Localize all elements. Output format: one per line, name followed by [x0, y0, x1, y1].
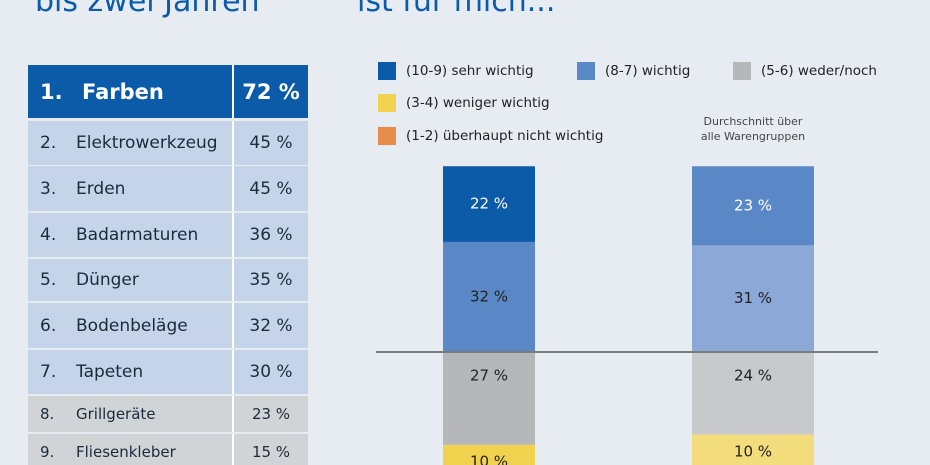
table-row	[28, 303, 308, 348]
value-label: 23 %	[734, 196, 772, 214]
table-row	[28, 166, 308, 211]
share: 45 %	[249, 133, 293, 153]
legend-swatch	[577, 62, 595, 80]
value-label: 31 %	[734, 289, 772, 307]
heading: bis zwei Jahren	[35, 0, 260, 19]
value-label: 27 %	[470, 367, 508, 385]
legend-label: (10-9) sehr wichtig	[406, 63, 534, 79]
share: 35 %	[249, 270, 293, 290]
item-name: Farben	[82, 79, 164, 104]
rank: 6.	[40, 315, 57, 336]
rank: 8.	[40, 405, 55, 423]
share: 45 %	[249, 178, 293, 199]
share: 15 %	[251, 443, 291, 461]
legend-label: (3-4) weniger wichtig	[406, 95, 550, 111]
rank: 5.	[40, 270, 57, 290]
legend-label: (8-7) wichtig	[605, 63, 690, 79]
rank: 9.	[40, 443, 55, 461]
share: 72 %	[242, 79, 300, 104]
bar-segment	[692, 352, 814, 435]
table-row	[28, 350, 308, 394]
column-divider	[232, 434, 234, 465]
rank: 3.	[40, 178, 57, 199]
column-divider	[232, 303, 234, 348]
bar-segment	[443, 166, 535, 242]
value-label: 10 %	[470, 453, 508, 465]
legend-swatch	[733, 62, 751, 80]
value-label: 24 %	[734, 367, 772, 385]
bar-segment	[692, 434, 814, 465]
value-label: 22 %	[470, 195, 508, 213]
column-divider	[232, 396, 234, 432]
share: 30 %	[249, 362, 293, 382]
share: 32 %	[249, 315, 293, 336]
share: 23 %	[251, 405, 291, 423]
legend-label: (1-2) überhaupt nicht wichtig	[406, 128, 603, 144]
item-name: Dünger	[76, 270, 139, 290]
heading: ist für mich...	[357, 0, 556, 19]
item-name: Elektrowerkzeug	[76, 133, 218, 153]
legend-swatch	[378, 94, 396, 112]
bar-segment	[692, 166, 814, 246]
column-divider	[232, 259, 234, 301]
table-row	[28, 259, 308, 301]
value-label: 32 %	[470, 287, 508, 305]
item-name: Bodenbeläge	[76, 315, 188, 336]
table-row	[28, 121, 308, 165]
column-divider	[232, 121, 234, 165]
share: 36 %	[249, 225, 293, 245]
item-name: Badarmaturen	[76, 225, 199, 245]
bar-segment	[692, 245, 814, 352]
legend-swatch	[378, 127, 396, 145]
item-name: Tapeten	[76, 362, 144, 382]
item-name: Fliesenkleber	[76, 443, 176, 461]
rank: 7.	[40, 362, 57, 382]
legend-label: (5-6) weder/noch	[761, 63, 877, 79]
value-label: 10 %	[734, 442, 772, 460]
table-row	[28, 65, 308, 118]
rank: 1.	[40, 79, 63, 104]
item-name: Grillgeräte	[76, 405, 156, 423]
column-divider	[232, 166, 234, 211]
bar-segment	[443, 444, 535, 465]
table-row	[28, 213, 308, 257]
column-divider	[232, 65, 234, 118]
rank: 4.	[40, 225, 57, 245]
column-divider	[232, 350, 234, 394]
item-name: Erden	[76, 178, 126, 199]
column-divider	[232, 213, 234, 257]
rank: 2.	[40, 133, 57, 153]
legend-swatch	[378, 62, 396, 80]
bar-segment	[443, 352, 535, 445]
table-row	[28, 434, 308, 465]
table-row	[28, 396, 308, 432]
bar-segment	[443, 241, 535, 352]
bar-label: Durchschnitt über alle Warengruppen	[700, 115, 806, 143]
